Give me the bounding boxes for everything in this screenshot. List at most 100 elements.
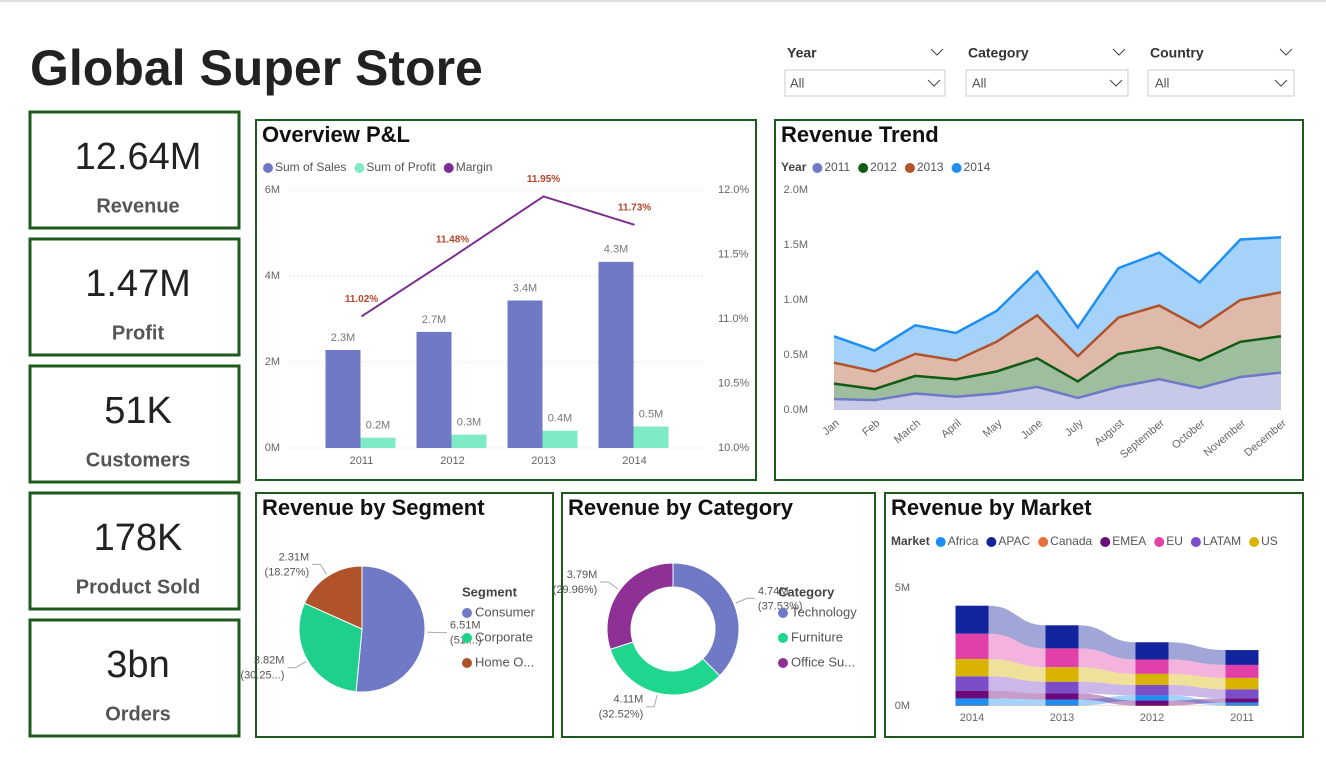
data-label: 4.3M — [604, 244, 628, 256]
bar-segment — [1225, 702, 1259, 706]
kpi-label: Product Sold — [76, 576, 200, 598]
bar — [451, 434, 487, 448]
y-tick-label: 5M — [895, 582, 910, 594]
bar-segment — [1225, 698, 1259, 703]
panel-title: Overview P&L — [262, 122, 410, 147]
data-label: 3.4M — [513, 282, 537, 294]
leader-line — [312, 563, 328, 575]
data-label: 3.82M — [254, 655, 285, 667]
y-tick-label: 1.0M — [784, 294, 808, 306]
bar-segment — [1225, 664, 1259, 678]
area-line — [833, 371, 1282, 402]
ribbon — [1078, 681, 1136, 696]
bar-segment — [955, 659, 989, 677]
data-label: 2.7M — [422, 314, 446, 326]
legend-swatch — [354, 163, 365, 173]
x-tick-label: 2011 — [1230, 712, 1254, 724]
bar — [416, 331, 452, 448]
panel-title: Revenue Trend — [781, 122, 939, 147]
y2-tick-label: 11.5% — [718, 248, 749, 260]
ribbon — [1078, 667, 1136, 685]
legend-label: Margin — [456, 160, 493, 174]
area-fill — [834, 237, 1281, 372]
ribbon — [1168, 695, 1226, 706]
bar-segment — [1045, 667, 1079, 682]
legend-label: 2013 — [917, 160, 944, 174]
panel-title: Revenue by Category — [568, 495, 794, 520]
x-tick-label: 2014 — [960, 712, 984, 724]
y-tick-label: 0.0M — [784, 404, 808, 416]
legend-swatch — [812, 163, 823, 173]
kpi-label: Customers — [86, 449, 190, 471]
legend-label: 2014 — [964, 160, 991, 174]
legend-swatch — [462, 658, 472, 668]
bar-segment — [1225, 650, 1259, 665]
bar-segment — [1135, 659, 1169, 674]
legend-swatch — [935, 537, 946, 547]
bar-segment — [1045, 693, 1079, 700]
chevron — [1112, 48, 1126, 56]
ribbon — [988, 605, 1046, 649]
legend-label: Corporate — [475, 629, 533, 644]
bar — [598, 261, 634, 448]
y2-tick-label: 10.0% — [718, 442, 749, 454]
slicer-label: Country — [1150, 45, 1204, 61]
ribbon — [1168, 698, 1226, 706]
legend-swatch — [1154, 537, 1165, 547]
area-line — [833, 335, 1282, 391]
percent-label: (32.52%) — [599, 709, 644, 721]
percent-label: (30.25...) — [240, 670, 284, 682]
slicer-value: All — [972, 75, 987, 90]
bar-segment — [1135, 642, 1169, 660]
data-label: 2.31M — [279, 551, 310, 563]
leader-line — [735, 597, 755, 604]
slicer-value: All — [1155, 75, 1170, 90]
leader-line — [287, 661, 307, 669]
kpi-label: Revenue — [96, 195, 179, 217]
dropdown[interactable] — [965, 69, 1129, 97]
data-label: 4.11M — [614, 694, 644, 706]
bar — [507, 300, 543, 448]
y-tick-label: 0M — [895, 700, 910, 712]
legend-swatch — [1249, 537, 1260, 547]
ribbon — [1168, 673, 1226, 690]
pie-slice — [298, 602, 363, 693]
legend-swatch — [904, 163, 915, 173]
panel — [774, 119, 1304, 481]
legend-label: APAC — [998, 534, 1030, 548]
legend-label: Furniture — [791, 629, 843, 644]
slicer-value: All — [790, 75, 805, 90]
legend-label: Sum of Sales — [275, 160, 346, 174]
y-tick-label: 4M — [265, 270, 280, 282]
leader-line — [426, 631, 447, 634]
data-label: 11.48% — [436, 235, 469, 246]
legend-swatch — [778, 608, 788, 618]
page-title: Global Super Store — [30, 40, 483, 96]
x-tick-label: 2013 — [531, 455, 555, 467]
chevron — [930, 48, 944, 56]
bar-segment — [955, 690, 989, 699]
x-tick-label: 2012 — [1140, 712, 1164, 724]
ribbon — [1168, 684, 1226, 699]
legend-swatch — [778, 658, 788, 668]
legend-title: Year — [781, 160, 807, 174]
bar — [542, 430, 578, 448]
dropdown[interactable] — [1147, 69, 1295, 97]
kpi-label: Orders — [105, 703, 171, 725]
data-label: 11.73% — [618, 202, 651, 213]
ribbon — [988, 690, 1046, 700]
percent-label: (37.53%) — [758, 600, 803, 612]
bar-segment — [955, 698, 989, 706]
panel-title: Revenue by Segment — [262, 495, 485, 520]
percent-label: (29.96%) — [553, 584, 598, 596]
bar-segment — [955, 676, 989, 691]
legend-label: Technology — [791, 604, 857, 619]
kpi-card — [28, 237, 241, 357]
data-label: 11.02% — [345, 294, 378, 305]
dropdown[interactable] — [784, 69, 946, 97]
legend-label: Home O... — [475, 654, 534, 669]
kpi-value: 51K — [104, 390, 172, 432]
kpi-card — [28, 491, 241, 611]
kpi-card — [28, 364, 241, 484]
y-tick-label: 1.5M — [784, 239, 808, 251]
